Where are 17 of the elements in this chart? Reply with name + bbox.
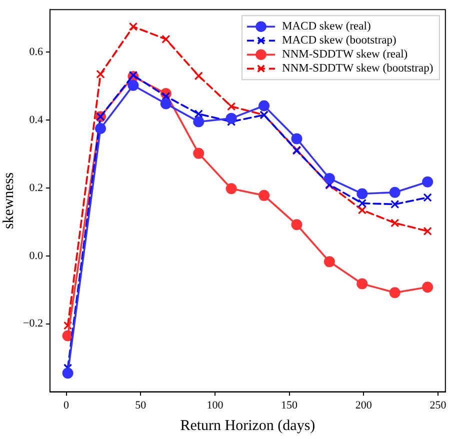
legend-label: NNM-SDDTW skew (real) <box>282 48 408 61</box>
legend-label: MACD skew (bootstrap) <box>282 34 397 47</box>
x-tick-label: 200 <box>355 399 372 412</box>
legend-label: NNM-SDDTW skew (bootstrap) <box>282 62 434 75</box>
x-axis-title: Return Horizon (days) <box>180 418 316 434</box>
legend-label: MACD skew (real) <box>282 20 371 33</box>
y-tick-label: 0.2 <box>29 182 43 194</box>
x-tick-label: 50 <box>135 399 147 412</box>
y-axis-title: skewness <box>0 172 17 230</box>
x-tick-label: 0 <box>64 399 70 412</box>
y-tick-label: 0.0 <box>29 250 44 262</box>
y-tick-label: 0.6 <box>29 46 44 58</box>
y-tick-label: 0.4 <box>29 114 44 126</box>
x-tick-label: 250 <box>430 399 447 412</box>
x-tick-label: 150 <box>281 399 298 412</box>
y-tick-label: −0.2 <box>22 318 43 330</box>
x-tick-label: 100 <box>206 399 224 412</box>
